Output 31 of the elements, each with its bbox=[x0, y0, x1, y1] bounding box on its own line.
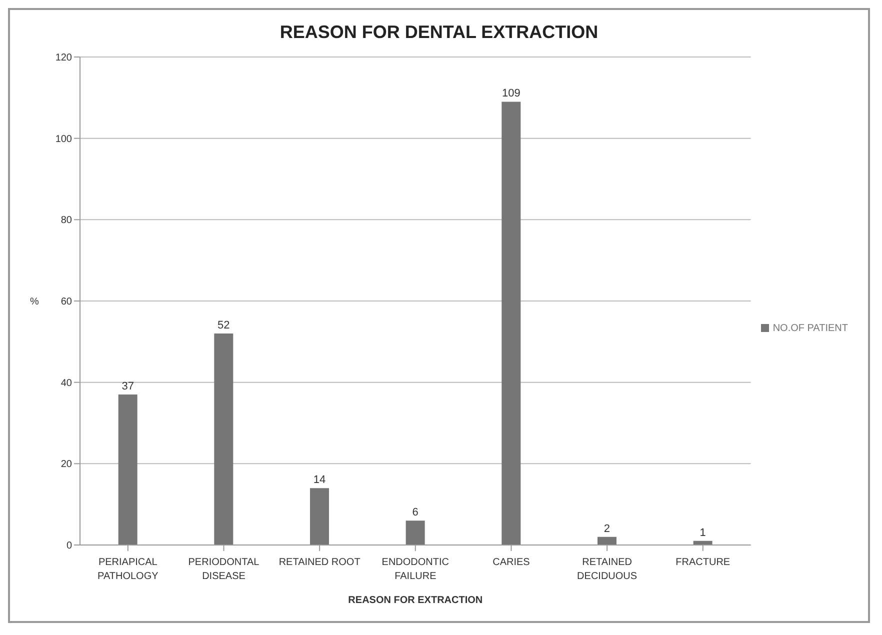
x-tick-label: RETAINED ROOT bbox=[278, 557, 360, 568]
data-label: 6 bbox=[412, 506, 418, 519]
bar bbox=[214, 334, 234, 545]
y-tick-label: 20 bbox=[60, 459, 72, 470]
bar bbox=[310, 488, 329, 545]
data-label: 1 bbox=[700, 526, 706, 539]
data-label: 52 bbox=[218, 320, 230, 332]
y-tick-label: 80 bbox=[60, 215, 72, 226]
data-label: 109 bbox=[502, 88, 520, 100]
y-axis-title: % bbox=[30, 296, 39, 308]
y-tick-label: 40 bbox=[60, 378, 72, 389]
x-tick-label: ENDODONTIC FAILURE bbox=[382, 557, 450, 582]
data-label: 2 bbox=[604, 522, 610, 535]
legend-label: NO.OF PATIENT bbox=[772, 322, 848, 334]
data-label: 14 bbox=[313, 474, 326, 486]
y-tick-label: 120 bbox=[55, 52, 72, 64]
bar bbox=[597, 536, 616, 545]
x-tick-label: PERIAPICAL PATHOLOGY bbox=[98, 557, 159, 582]
bar bbox=[118, 394, 138, 545]
x-tick-label: FRACTURE bbox=[676, 557, 730, 568]
x-axis-title: REASON FOR EXTRACTION bbox=[348, 595, 483, 606]
x-tick-label: CARIES bbox=[492, 557, 530, 568]
y-tick-label: 60 bbox=[60, 296, 72, 308]
x-tick-label: RETAINED DECIDUOUS bbox=[577, 557, 638, 582]
chart-title: REASON FOR DENTAL EXTRACTION bbox=[278, 22, 600, 43]
bar bbox=[502, 102, 521, 545]
x-tick-label: PERIODONTAL DISEASE bbox=[188, 557, 260, 582]
y-tick-label: 0 bbox=[66, 540, 72, 552]
data-label: 37 bbox=[122, 380, 134, 393]
y-tick-label: 100 bbox=[55, 134, 72, 145]
bar bbox=[406, 520, 425, 545]
